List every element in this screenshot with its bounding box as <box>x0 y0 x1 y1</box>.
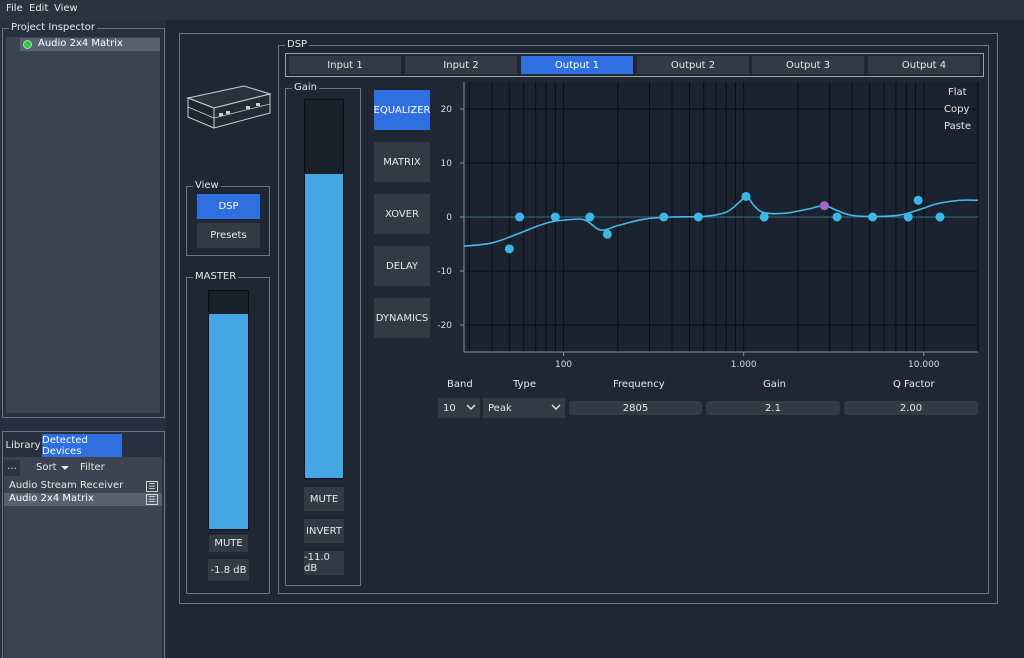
equalizer-mode-button[interactable]: EQUALIZER <box>374 90 431 130</box>
gain-field[interactable]: 2.1 <box>706 401 840 415</box>
project-item-label: Audio 2x4 Matrix <box>38 38 123 49</box>
eq-band-point[interactable] <box>759 212 769 222</box>
y-tick-label: -20 <box>437 321 452 331</box>
more-button[interactable]: ... <box>4 460 20 476</box>
eq-band-point[interactable] <box>741 191 751 201</box>
type-select[interactable]: Peak <box>483 398 565 418</box>
project-tree-item[interactable]: Audio 2x4 Matrix <box>20 38 160 51</box>
gain-level-meter[interactable] <box>304 99 344 479</box>
filter-button[interactable]: Filter <box>80 462 105 473</box>
project-inspector: Project Inspector <box>2 22 165 418</box>
device-frame <box>179 33 998 604</box>
device-name: Audio Stream Receiver <box>9 480 124 491</box>
band-value: 10 <box>443 402 456 414</box>
paste-button[interactable]: Paste <box>944 121 971 132</box>
chevron-down-icon <box>551 404 561 410</box>
eq-band-point[interactable] <box>550 212 560 222</box>
presets-view-button[interactable]: Presets <box>197 223 260 248</box>
gain-mute-button[interactable]: MUTE <box>304 487 344 511</box>
gain-header: Gain <box>763 379 786 390</box>
status-dot-icon <box>23 40 32 49</box>
type-header: Type <box>513 379 536 390</box>
list-menu-icon[interactable]: ☰ <box>146 494 158 505</box>
frequency-field[interactable]: 2805 <box>569 401 702 415</box>
eq-band-point[interactable] <box>868 212 878 222</box>
devices-list-area <box>4 457 162 658</box>
menu-view[interactable]: View <box>54 3 78 14</box>
channel-tab-bar <box>285 53 984 77</box>
band-header: Band <box>447 379 473 390</box>
eq-band-point-selected[interactable] <box>819 201 829 211</box>
y-tick-label: 20 <box>441 105 453 115</box>
project-tree <box>6 37 160 413</box>
eq-band-point[interactable] <box>659 212 669 222</box>
copy-button[interactable]: Copy <box>944 104 970 115</box>
eq-band-point[interactable] <box>693 212 703 222</box>
dynamics-mode-button[interactable]: DYNAMICS <box>374 298 430 338</box>
y-tick-label: 10 <box>441 159 453 169</box>
device-name: Audio 2x4 Matrix <box>9 493 94 504</box>
menu-edit[interactable]: Edit <box>29 3 49 14</box>
master-level-meter[interactable] <box>208 290 249 530</box>
tab-detected-devices[interactable]: Detected Devices <box>42 434 122 457</box>
dsp-group: DSP <box>278 39 989 594</box>
xover-mode-button[interactable]: XOVER <box>374 194 430 234</box>
gain-level-fill <box>305 173 343 478</box>
q-factor-field[interactable]: 2.00 <box>844 401 978 415</box>
chevron-down-icon <box>466 404 476 410</box>
tab-output-4[interactable]: Output 4 <box>868 56 980 74</box>
gain-title: Gain <box>292 82 319 94</box>
x-tick-label: 1.000 <box>731 360 757 370</box>
project-inspector-title: Project Inspector <box>9 22 98 34</box>
gain-level-readout: -11.0 dB <box>304 551 344 575</box>
tab-library[interactable]: Library <box>5 440 41 451</box>
y-tick-label: -10 <box>437 267 452 277</box>
eq-band-point[interactable] <box>602 229 612 239</box>
x-tick-label: 100 <box>555 360 572 370</box>
master-level-fill <box>209 313 248 529</box>
tab-input-1[interactable]: Input 1 <box>289 56 401 74</box>
master-mute-button[interactable]: MUTE <box>209 535 248 552</box>
invert-button[interactable]: INVERT <box>304 519 344 543</box>
menu-bar: File Edit View <box>0 0 1024 20</box>
device-hardware-icon <box>186 85 272 129</box>
band-select[interactable]: 10 <box>438 398 480 418</box>
eq-band-point[interactable] <box>504 244 514 254</box>
eq-band-point[interactable] <box>935 212 945 222</box>
matrix-mode-button[interactable]: MATRIX <box>374 142 430 182</box>
q-factor-header: Q Factor <box>893 379 935 390</box>
tab-output-1[interactable]: Output 1 <box>521 56 633 74</box>
eq-band-point[interactable] <box>585 212 595 222</box>
master-group: MASTER <box>186 271 270 594</box>
eq-band-point[interactable] <box>903 212 913 222</box>
menu-file[interactable]: File <box>6 3 23 14</box>
gain-group: Gain <box>285 82 361 586</box>
master-title: MASTER <box>193 271 239 283</box>
tab-output-2[interactable]: Output 2 <box>637 56 749 74</box>
devices-panel <box>2 431 165 658</box>
sort-button[interactable]: Sort <box>36 462 57 473</box>
view-group-title: View <box>193 180 221 192</box>
delay-mode-button[interactable]: DELAY <box>374 246 430 286</box>
type-value: Peak <box>488 402 512 414</box>
device-row[interactable]: Audio Stream Receiver ☰ <box>4 480 162 493</box>
eq-band-point[interactable] <box>913 195 923 205</box>
eq-band-point[interactable] <box>832 212 842 222</box>
x-tick-label: 10.000 <box>908 360 940 370</box>
list-menu-icon[interactable]: ☰ <box>146 481 158 492</box>
eq-band-point[interactable] <box>515 212 525 222</box>
tab-output-3[interactable]: Output 3 <box>752 56 864 74</box>
y-tick-label: 0 <box>446 213 452 223</box>
dsp-title: DSP <box>285 39 310 51</box>
master-level-readout: -1.8 dB <box>208 559 249 581</box>
device-row-selected[interactable]: Audio 2x4 Matrix ☰ <box>4 493 162 506</box>
tab-input-2[interactable]: Input 2 <box>405 56 517 74</box>
frequency-header: Frequency <box>613 379 665 390</box>
view-group: View <box>186 180 270 256</box>
dsp-view-button[interactable]: DSP <box>197 194 260 219</box>
sort-chevron-down-icon[interactable] <box>61 466 69 470</box>
flat-button[interactable]: Flat <box>948 87 967 98</box>
